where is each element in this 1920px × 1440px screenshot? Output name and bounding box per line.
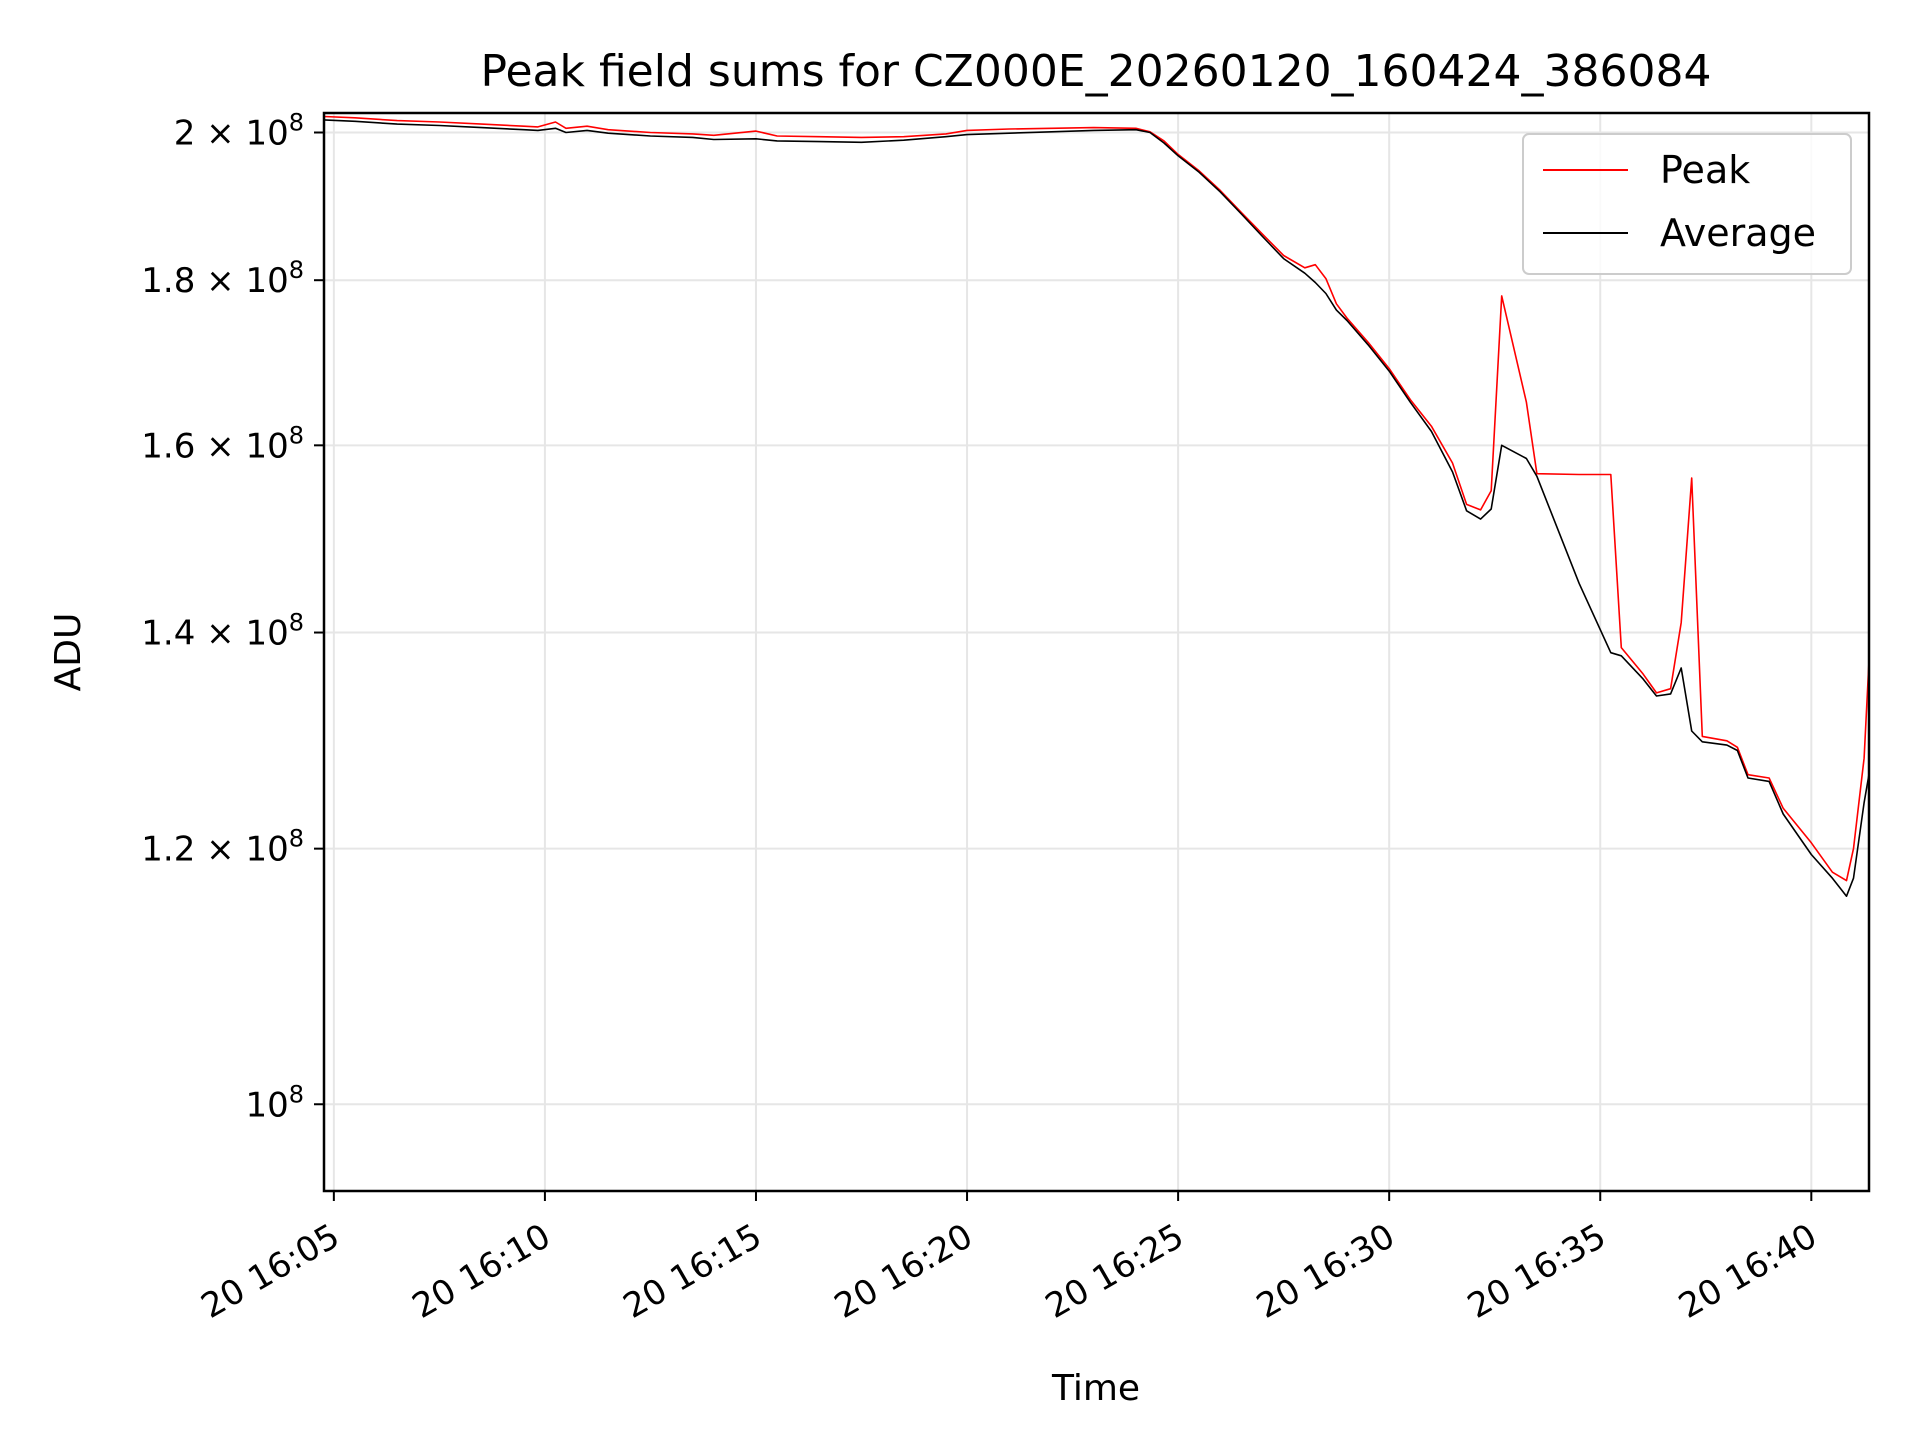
plot-frame <box>322 111 1871 1193</box>
series-layer <box>324 115 1869 897</box>
legend-label-peak: Peak <box>1660 148 1750 192</box>
grid <box>324 113 1869 1191</box>
legend: Peak Average <box>1522 133 1852 275</box>
series-line-peak <box>324 115 1869 882</box>
y-tick-label-2: 1.4 × 108 <box>141 609 304 654</box>
y-tick-label-0: 108 <box>245 1080 304 1125</box>
y-tick-label-4: 1.8 × 108 <box>141 256 304 301</box>
y-tick-label-5: 2 × 108 <box>174 108 304 153</box>
legend-label-average: Average <box>1660 211 1816 255</box>
x-axis-label: Time <box>1051 1368 1140 1409</box>
y-tick-label-3: 1.6 × 108 <box>141 421 304 466</box>
series-line-average <box>324 119 1869 897</box>
y-axis-label: ADU <box>48 613 89 692</box>
y-tick-label-1: 1.2 × 108 <box>141 825 304 870</box>
chart-title: Peak field sums for CZ000E_20260120_1604… <box>481 46 1712 97</box>
